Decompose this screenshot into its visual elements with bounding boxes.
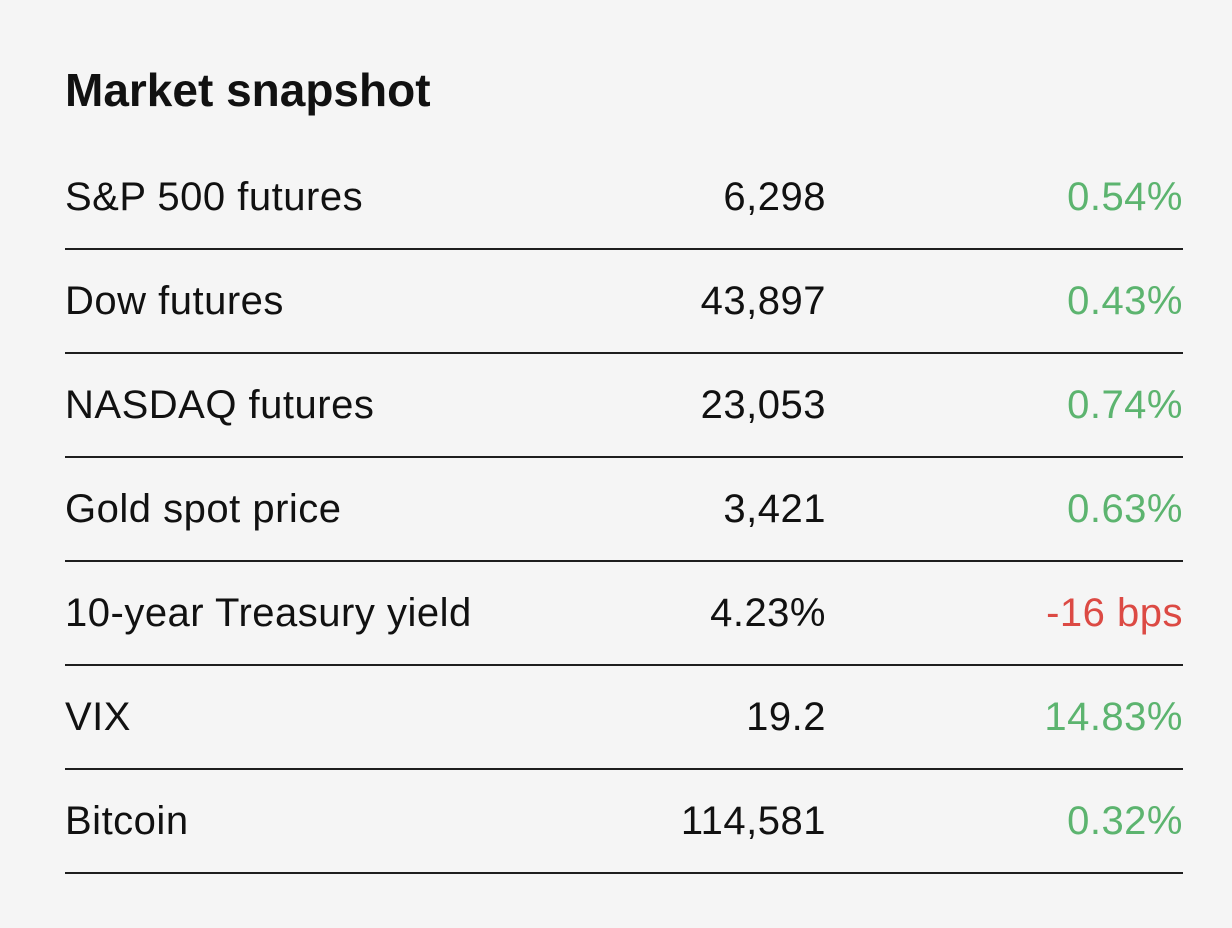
instrument-change: -16 bps <box>826 561 1183 666</box>
snapshot-table: S&P 500 futures 6,298 0.54% Dow futures 43,8… <box>65 146 1183 874</box>
instrument-change: 0.74% <box>826 353 1183 458</box>
instrument-name: Bitcoin <box>65 769 625 874</box>
instrument-value: 4.23% <box>625 561 826 666</box>
market-row: NASDAQ futures 23,053 0.74% <box>65 353 1183 458</box>
instrument-change: 0.43% <box>826 249 1183 354</box>
market-row: S&P 500 futures 6,298 0.54% <box>65 146 1183 250</box>
instrument-name: Gold spot price <box>65 457 625 562</box>
market-row: VIX 19.2 14.83% <box>65 665 1183 770</box>
instrument-name: VIX <box>65 665 625 770</box>
instrument-value: 3,421 <box>625 457 826 562</box>
market-row: Bitcoin 114,581 0.32% <box>65 769 1183 874</box>
instrument-name: 10-year Treasury yield <box>65 561 625 666</box>
instrument-value: 23,053 <box>625 353 826 458</box>
instrument-change: 14.83% <box>826 665 1183 770</box>
instrument-name: S&P 500 futures <box>65 146 625 250</box>
widget-title: Market snapshot <box>65 64 431 116</box>
instrument-name: NASDAQ futures <box>65 353 625 458</box>
market-row: Dow futures 43,897 0.43% <box>65 249 1183 354</box>
market-row: Gold spot price 3,421 0.63% <box>65 457 1183 562</box>
instrument-value: 43,897 <box>625 249 826 354</box>
instrument-change: 0.63% <box>826 457 1183 562</box>
table-body: S&P 500 futures 6,298 0.54% Dow futures 43,8… <box>65 146 1183 874</box>
instrument-value: 19.2 <box>625 665 826 770</box>
instrument-value: 6,298 <box>625 146 826 250</box>
instrument-change: 0.54% <box>826 146 1183 250</box>
instrument-value: 114,581 <box>625 769 826 874</box>
market-row: 10-year Treasury yield 4.23% -16 bps <box>65 561 1183 666</box>
instrument-name: Dow futures <box>65 249 625 354</box>
instrument-change: 0.32% <box>826 769 1183 874</box>
